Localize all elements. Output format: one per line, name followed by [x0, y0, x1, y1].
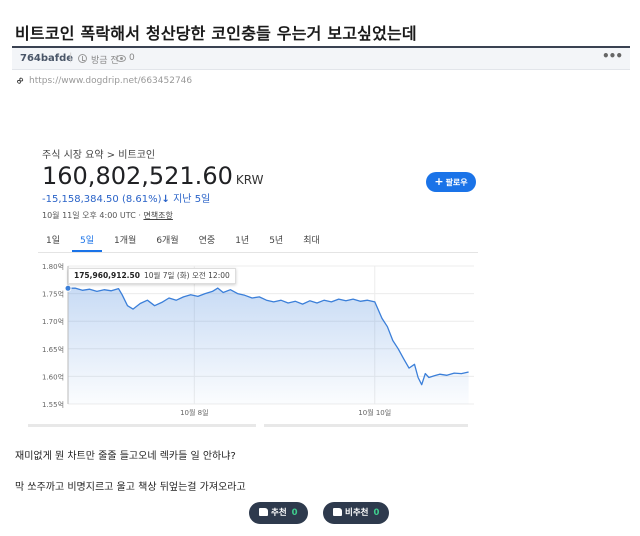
y-tick-label: 1.75억	[42, 291, 64, 299]
post-body-line-2: 막 쏘주까고 비명지르고 울고 책상 뒤엎는걸 가져오라고	[15, 482, 246, 493]
clock-icon	[78, 54, 87, 63]
follow-button[interactable]: + 팔로우	[426, 172, 476, 192]
x-tick-label: 10월 8일	[180, 408, 208, 417]
post-meta-bar: 764bafde | 방금 전 0 •••	[12, 48, 630, 70]
upvote-label: 추천	[271, 508, 287, 518]
x-tick-label: 10월 10일	[358, 408, 391, 417]
price-line	[67, 287, 469, 386]
downvote-label: 비추천	[345, 508, 369, 518]
y-tick-label: 1.65억	[42, 346, 64, 354]
tooltip-date: 10월 7일 (화) 오전 12:00	[143, 271, 230, 280]
chart-tooltip: 175,960,912.50 10월 7일 (화) 오전 12:00	[68, 268, 236, 284]
disclaimer-link[interactable]: 면책조항	[143, 211, 173, 220]
title-divider	[12, 46, 630, 48]
tab-5d[interactable]: 5일	[72, 230, 103, 252]
tab-5y[interactable]: 5년	[269, 236, 284, 246]
y-tick-label: 1.55억	[42, 401, 64, 409]
source-link-row: ∞ https://www.dogdrip.net/663452746	[13, 74, 193, 88]
meta-separator: |	[69, 52, 73, 63]
source-link[interactable]: https://www.dogdrip.net/663452746	[29, 76, 193, 86]
thumbs-down-icon	[333, 508, 342, 516]
tab-1m[interactable]: 1개월	[114, 236, 137, 246]
follow-label: 팔로우	[445, 178, 468, 187]
more-options-icon[interactable]: •••	[601, 49, 623, 63]
price-chart[interactable]: 1.80억 1.75억 1.70억 1.65억 1.60억 1.55억 10월 8일 10월 …	[28, 258, 488, 426]
author-name[interactable]: 764bafde	[20, 53, 74, 64]
card-bottom-edge	[28, 424, 468, 427]
y-tick-label: 1.70억	[42, 318, 64, 326]
post-title: 비트코인 폭락해서 청산당한 코인충들 우는거 보고싶었는데	[15, 24, 417, 43]
upvote-count: 0	[291, 508, 298, 518]
tabs-divider	[38, 252, 478, 253]
post-body-line-1: 재미없게 뭔 차트만 줄줄 들고오네 렉카들 일 안하냐?	[15, 451, 236, 462]
upvote-button[interactable]: 추천 0	[249, 502, 308, 524]
tab-6m[interactable]: 6개월	[156, 236, 179, 246]
link-icon: ∞	[13, 74, 28, 88]
quote-timestamp: 10월 11일 오후 4:00 UTC · 면책조항	[42, 210, 173, 221]
change-amount: -15,158,384.50 (8.61%)	[42, 194, 162, 205]
range-tabs: 1일 5일 1개월 6개월 연중 1년 5년 최대	[38, 230, 332, 252]
timestamp-text: 10월 11일 오후 4:00 UTC ·	[42, 211, 144, 220]
view-count: 0	[129, 53, 135, 63]
hover-point	[64, 284, 72, 292]
plus-icon: +	[434, 175, 444, 188]
price-currency: KRW	[235, 173, 264, 187]
tab-1y[interactable]: 1년	[235, 236, 250, 246]
change-period: 지난 5일	[173, 194, 211, 205]
eye-icon	[116, 55, 126, 62]
down-arrow-icon: ↓	[161, 194, 170, 205]
y-tick-label: 1.80억	[42, 263, 64, 271]
price-number: 160,802,521.60	[42, 162, 233, 190]
finance-card: 주식 시장 요약 > 비트코인 160,802,521.60 KRW -15,15…	[28, 132, 488, 430]
downvote-count: 0	[373, 508, 380, 518]
price-area	[68, 288, 469, 404]
tab-max[interactable]: 최대	[303, 236, 320, 246]
y-tick-label: 1.60억	[42, 373, 64, 381]
breadcrumb: 주식 시장 요약 > 비트코인	[42, 150, 156, 161]
tab-ytd[interactable]: 연중	[198, 236, 216, 246]
price-value: 160,802,521.60 KRW	[42, 162, 263, 190]
tooltip-price: 175,960,912.50	[74, 271, 140, 280]
tab-1d[interactable]: 1일	[46, 236, 61, 246]
downvote-button[interactable]: 비추천 0	[323, 502, 390, 524]
post-time: 방금 전	[91, 56, 119, 66]
price-change: -15,158,384.50 (8.61%)↓ 지난 5일	[42, 190, 210, 205]
thumbs-up-icon	[259, 508, 268, 516]
